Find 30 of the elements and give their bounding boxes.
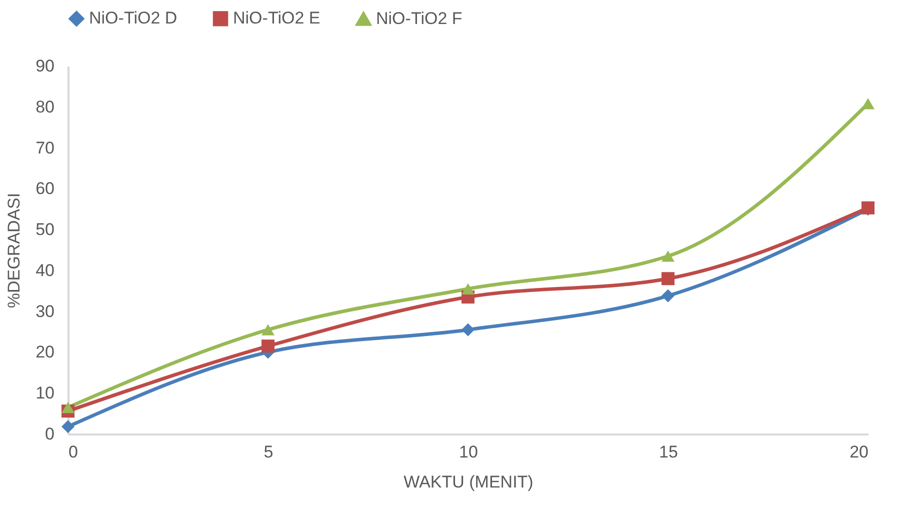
y-tick-label: 20 <box>36 342 54 362</box>
point <box>661 289 675 302</box>
x-tick-label: 0 <box>68 442 78 462</box>
y-tick-label: 80 <box>36 97 54 116</box>
y-axis-title: %DEGRADASI <box>4 192 24 308</box>
y-tick-label: 40 <box>36 260 54 280</box>
y-tick-label: 0 <box>45 424 54 444</box>
x-tick-label: 20 <box>850 442 868 462</box>
point <box>261 324 275 336</box>
legend-label: NiO-TiO2 D <box>89 8 178 28</box>
y-tick-label: 60 <box>36 179 54 198</box>
y-tick-label: 90 <box>36 56 54 76</box>
x-axis-title: WAKTU (MENIT) <box>404 472 534 492</box>
y-tick-label: 70 <box>36 138 54 158</box>
point <box>861 98 875 110</box>
point <box>61 402 75 414</box>
point <box>661 250 675 262</box>
point <box>461 283 475 294</box>
legend-label: NiO-TiO2 F <box>376 9 462 28</box>
y-tick-label: 30 <box>36 302 54 321</box>
point <box>261 340 275 353</box>
point <box>661 272 675 286</box>
y-tick-label: 50 <box>36 220 54 240</box>
x-tick-label: 15 <box>659 442 678 462</box>
point <box>461 323 475 336</box>
point <box>61 420 75 434</box>
x-tick-label: 10 <box>459 442 478 462</box>
legend-label: NiO-TiO2 E <box>233 8 320 28</box>
y-tick-label: 10 <box>36 384 54 403</box>
x-tick-label: 5 <box>264 442 274 462</box>
